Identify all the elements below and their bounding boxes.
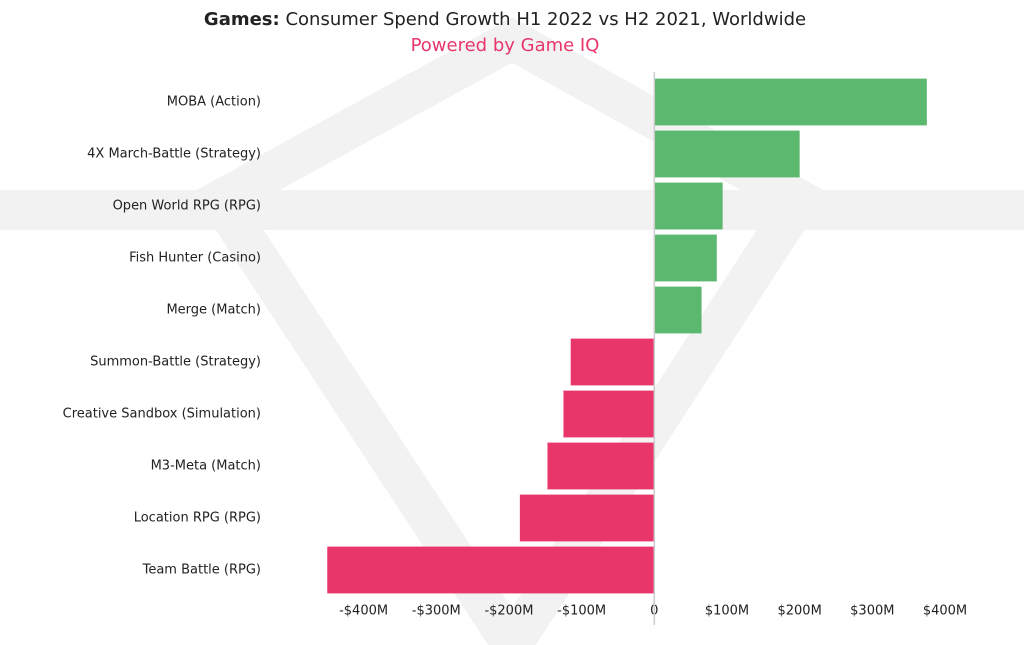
y-tick-label: Fish Hunter (Casino) [129, 251, 261, 266]
bar [327, 546, 655, 594]
x-tick-label: $400M [923, 604, 967, 619]
bar [654, 78, 927, 126]
y-tick-label: 4X March-Battle (Strategy) [87, 147, 261, 162]
bar [570, 338, 655, 386]
x-tick-label: -$100M [557, 604, 606, 619]
y-tick-label: Location RPG (RPG) [134, 511, 261, 526]
title-rest: Consumer Spend Growth H1 2022 vs H2 2021… [285, 9, 806, 30]
y-tick-label: Open World RPG (RPG) [113, 199, 261, 214]
bar [654, 182, 723, 230]
x-tick-label: -$300M [412, 604, 461, 619]
title-bold: Games: [204, 9, 280, 30]
x-tick-label: -$200M [484, 604, 533, 619]
x-tick-label: $200M [777, 604, 821, 619]
chart-title: Games: Consumer Spend Growth H1 2022 vs … [204, 9, 806, 30]
y-tick-label: Summon-Battle (Strategy) [90, 355, 261, 370]
bar [563, 390, 655, 438]
bar [547, 442, 655, 490]
y-tick-label: Merge (Match) [166, 303, 261, 318]
x-tick-label: $300M [850, 604, 894, 619]
y-tick-label: Creative Sandbox (Simulation) [63, 407, 261, 422]
watermark [0, 17, 1024, 645]
y-tick-label: M3-Meta (Match) [151, 459, 261, 474]
bar [654, 286, 702, 334]
y-tick-label: MOBA (Action) [167, 95, 261, 110]
bar [654, 234, 717, 282]
chart-subtitle: Powered by Game IQ [411, 35, 600, 56]
x-tick-label: -$400M [339, 604, 388, 619]
bar [654, 130, 800, 178]
x-tick-label: $100M [705, 604, 749, 619]
bar [519, 494, 655, 542]
y-tick-label: Team Battle (RPG) [142, 563, 261, 578]
